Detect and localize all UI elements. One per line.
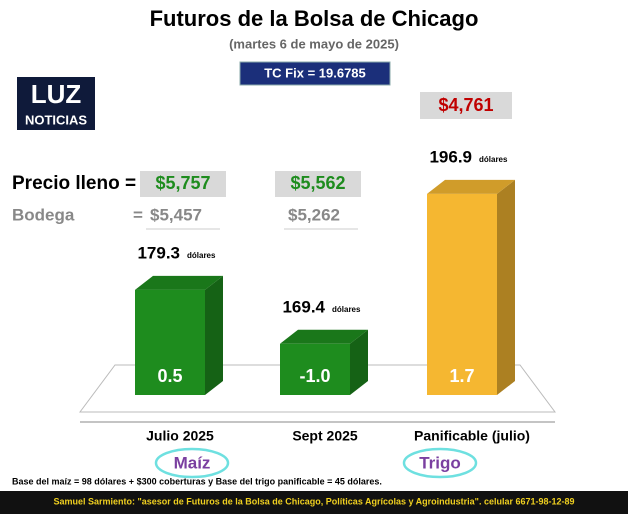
unit-label: dólares [332,305,361,314]
x-tick-label: Panificable (julio) [414,428,530,444]
bar-top [280,329,368,344]
value-label: 169.4 [282,297,325,316]
subtitle: (martes 6 de mayo de 2025) [229,36,399,51]
price-full-label: Precio lleno = [12,173,136,194]
footnote: Base del maíz = 98 dólares + $300 cobert… [12,476,382,486]
bar [280,343,350,395]
chart-title: Futuros de la Bolsa de Chicago [150,6,479,31]
unit-label: dólares [187,251,216,260]
unit-label: dólares [479,155,508,164]
logo [17,77,95,130]
change-label: 0.5 [157,366,182,386]
value-label: 179.3 [137,243,180,262]
bar-side [350,329,368,395]
price-box [140,171,226,197]
x-tick-label: Sept 2025 [292,428,358,444]
exchange-rate: TC Fix = 19.6785 [264,65,366,80]
group-ellipse [154,447,230,479]
group-ellipse [402,447,478,479]
warehouse-eq: = [133,205,143,224]
group-label: Maíz [174,453,211,472]
credit: Samuel Sarmiento: "asesor de Futuros de … [53,496,574,506]
value-label: 196.9 [429,147,472,166]
warehouse-price: $5,262 [288,205,340,224]
x-tick-label: Julio 2025 [146,428,214,444]
change-label: 1.7 [449,366,474,386]
credit-bar [0,491,628,514]
bar-side [205,275,223,395]
price-box [275,171,361,197]
bar-side [497,179,515,395]
logo-top: LUZ [31,79,82,109]
exchange-box [239,61,391,86]
group-label: Trigo [419,453,461,472]
bar [427,193,497,395]
warehouse-label: Bodega [12,205,75,224]
price-full: $5,757 [155,173,210,193]
logo-bottom: NOTICIAS [25,112,87,127]
warehouse-price: $5,457 [150,205,202,224]
price-full: $5,562 [290,173,345,193]
change-label: -1.0 [299,366,330,386]
bar-top [135,275,223,290]
bar [135,289,205,395]
price-full: $4,761 [438,95,493,115]
price-box [420,92,512,119]
bar-top [427,179,515,194]
